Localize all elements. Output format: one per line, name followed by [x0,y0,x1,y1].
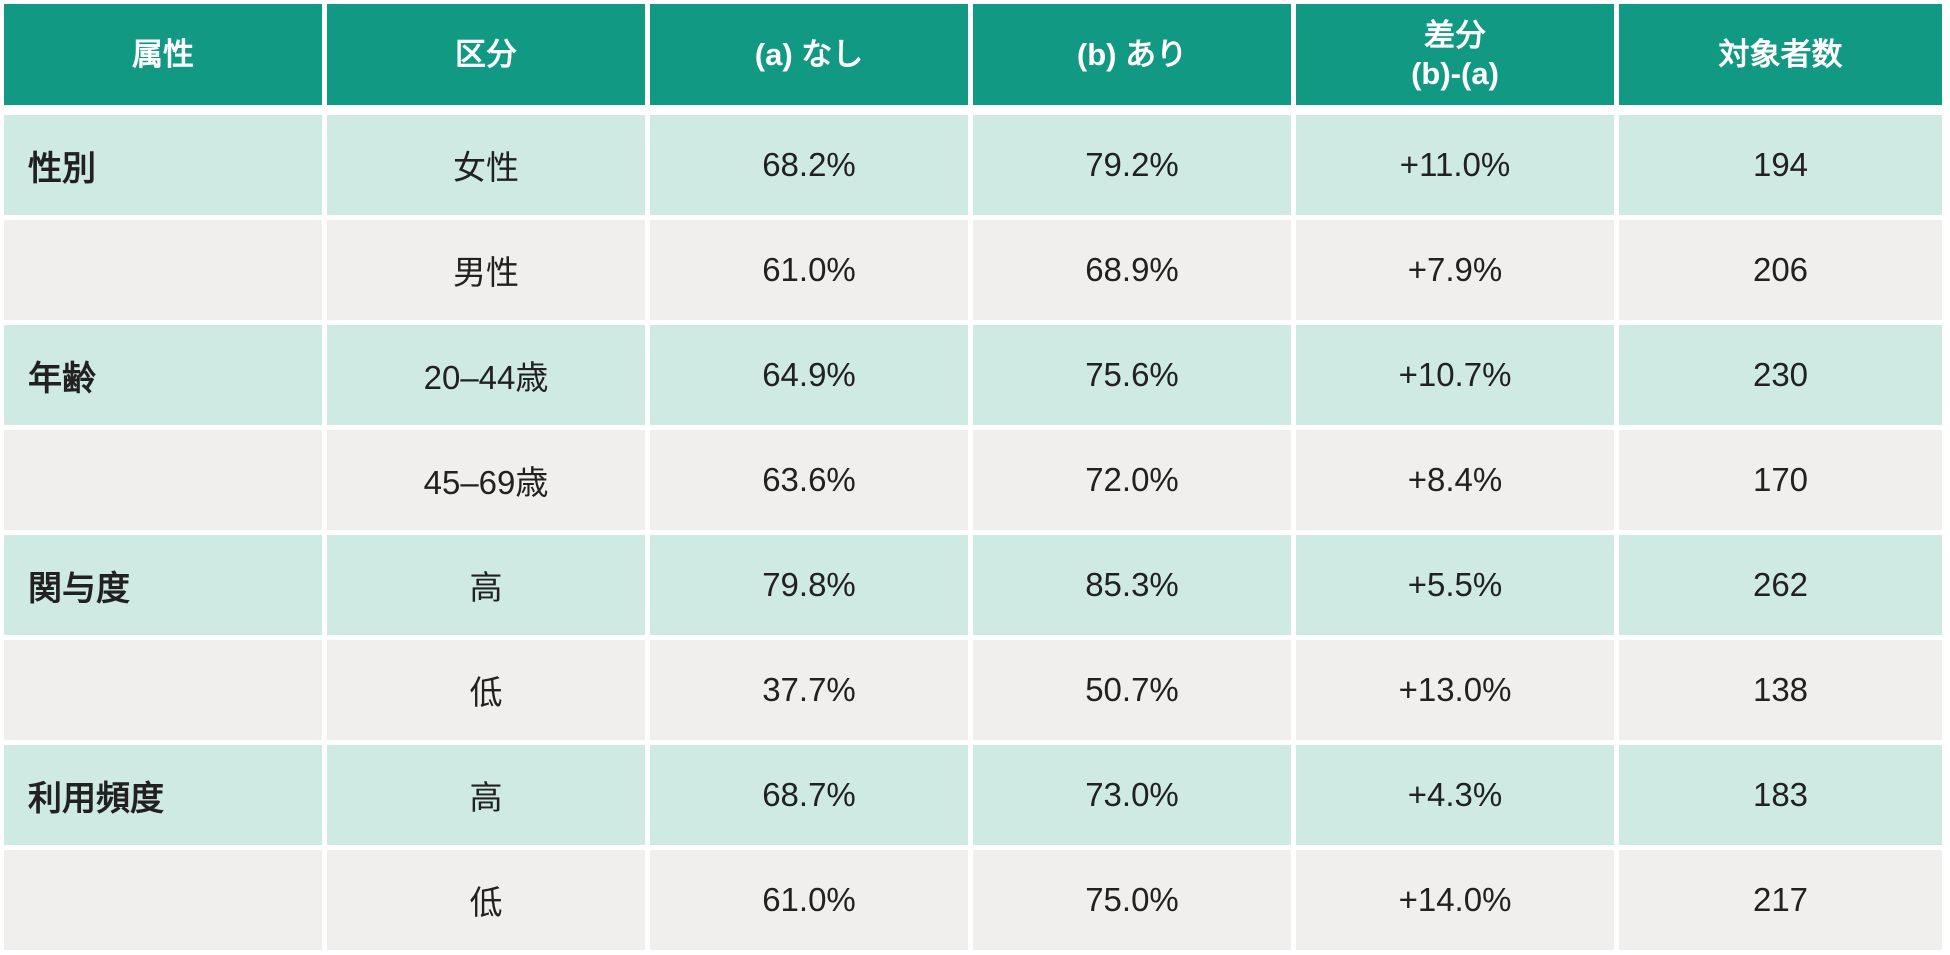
header-difference-line2: (b)-(a) [1411,55,1499,91]
table-header: 属性 区分 (a) なし (b) あり 差分 (b)-(a) 対象者数 [4,4,1942,115]
table-row: 低 61.0% 75.0% +14.0% 217 [4,850,1942,955]
header-row: 属性 区分 (a) なし (b) あり 差分 (b)-(a) 対象者数 [4,4,1942,115]
diff-cell: +4.3% [1296,745,1619,850]
header-condition-a: (a) なし [650,4,973,115]
diff-cell: +13.0% [1296,640,1619,745]
header-difference-line1: 差分 [1424,17,1486,53]
value-a-cell: 68.2% [650,115,973,220]
diff-cell: +7.9% [1296,220,1619,325]
attribute-cell [4,850,327,955]
table-row: 男性 61.0% 68.9% +7.9% 206 [4,220,1942,325]
crosstab-table: 属性 区分 (a) なし (b) あり 差分 (b)-(a) 対象者数 性別 女… [4,4,1942,955]
category-cell: 20–44歳 [327,325,650,430]
table-body: 性別 女性 68.2% 79.2% +11.0% 194 男性 61.0% 68… [4,115,1942,955]
value-b-cell: 73.0% [973,745,1296,850]
category-cell: 45–69歳 [327,430,650,535]
table-row: 利用頻度 高 68.7% 73.0% +4.3% 183 [4,745,1942,850]
category-cell: 高 [327,745,650,850]
diff-cell: +14.0% [1296,850,1619,955]
category-cell: 男性 [327,220,650,325]
table-row: 関与度 高 79.8% 85.3% +5.5% 262 [4,535,1942,640]
attribute-cell [4,220,327,325]
header-category: 区分 [327,4,650,115]
header-difference: 差分 (b)-(a) [1296,4,1619,115]
header-sample-size: 対象者数 [1619,4,1942,115]
count-cell: 217 [1619,850,1942,955]
category-cell: 低 [327,640,650,745]
attribute-cell: 関与度 [4,535,327,640]
count-cell: 138 [1619,640,1942,745]
attribute-cell: 年齢 [4,325,327,430]
table-row: 低 37.7% 50.7% +13.0% 138 [4,640,1942,745]
value-b-cell: 85.3% [973,535,1296,640]
table-row: 45–69歳 63.6% 72.0% +8.4% 170 [4,430,1942,535]
value-b-cell: 68.9% [973,220,1296,325]
value-a-cell: 79.8% [650,535,973,640]
value-a-cell: 63.6% [650,430,973,535]
table-row: 年齢 20–44歳 64.9% 75.6% +10.7% 230 [4,325,1942,430]
attribute-cell: 利用頻度 [4,745,327,850]
category-cell: 低 [327,850,650,955]
category-cell: 女性 [327,115,650,220]
count-cell: 170 [1619,430,1942,535]
count-cell: 262 [1619,535,1942,640]
diff-cell: +8.4% [1296,430,1619,535]
value-b-cell: 75.0% [973,850,1296,955]
table-row: 性別 女性 68.2% 79.2% +11.0% 194 [4,115,1942,220]
value-b-cell: 75.6% [973,325,1296,430]
count-cell: 194 [1619,115,1942,220]
diff-cell: +5.5% [1296,535,1619,640]
value-b-cell: 50.7% [973,640,1296,745]
count-cell: 206 [1619,220,1942,325]
value-a-cell: 68.7% [650,745,973,850]
diff-cell: +11.0% [1296,115,1619,220]
header-condition-b: (b) あり [973,4,1296,115]
value-b-cell: 72.0% [973,430,1296,535]
value-a-cell: 37.7% [650,640,973,745]
category-cell: 高 [327,535,650,640]
attribute-cell: 性別 [4,115,327,220]
value-a-cell: 61.0% [650,850,973,955]
count-cell: 183 [1619,745,1942,850]
header-attribute: 属性 [4,4,327,115]
value-a-cell: 64.9% [650,325,973,430]
value-b-cell: 79.2% [973,115,1296,220]
attribute-cell [4,430,327,535]
attribute-cell [4,640,327,745]
value-a-cell: 61.0% [650,220,973,325]
diff-cell: +10.7% [1296,325,1619,430]
count-cell: 230 [1619,325,1942,430]
